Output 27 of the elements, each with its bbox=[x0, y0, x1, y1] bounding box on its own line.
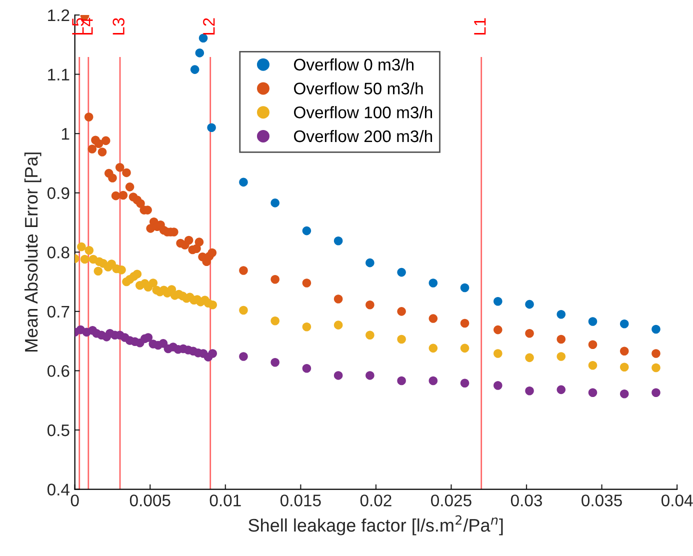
y-tick-label: 1.1 bbox=[48, 68, 70, 80]
y-tick-label: 1 bbox=[62, 128, 70, 140]
x-tick-label: 0.015 bbox=[280, 494, 321, 506]
legend-label: Overflow 50 m3/h bbox=[294, 82, 423, 94]
y-tick-label: 0.9 bbox=[47, 187, 70, 200]
legend-label: Overflow 0 m3/h bbox=[294, 58, 414, 71]
ref-line-label: L3 bbox=[112, 18, 124, 35]
x-tick-label: 0.04 bbox=[661, 494, 693, 506]
x-tick-label: 0.01 bbox=[210, 494, 241, 506]
ref-line-label: L1 bbox=[474, 18, 486, 35]
y-tick-label: 0.5 bbox=[47, 424, 70, 436]
x-axis-title: Shell leakage factor [l/s.m$^{2}$/Pa$^{n}$] bbox=[248, 515, 503, 536]
y-tick-label: 0.4 bbox=[47, 484, 70, 496]
y-tick-label: 0.8 bbox=[47, 246, 70, 258]
x-tick-label: 0.025 bbox=[431, 494, 472, 506]
x-tick-label: 0 bbox=[70, 494, 79, 506]
x-tick-label: 0.035 bbox=[582, 494, 622, 506]
legend-label: Overflow 100 m3/h bbox=[294, 106, 432, 118]
y-tick-label: 0.6 bbox=[47, 365, 70, 377]
x-tick-label: 0.005 bbox=[130, 494, 170, 506]
y-axis-title: Mean Absolute Error [Pa] bbox=[24, 152, 42, 352]
y-tick-label: 0.7 bbox=[47, 306, 70, 318]
ref-line-label: L2 bbox=[203, 18, 215, 35]
x-tick-label: 0.03 bbox=[510, 494, 542, 506]
y-tick-label: 1.2 bbox=[48, 9, 70, 22]
legend-label: Overflow 200 m3/h bbox=[294, 130, 432, 142]
x-tick-label: 0.02 bbox=[360, 494, 392, 506]
